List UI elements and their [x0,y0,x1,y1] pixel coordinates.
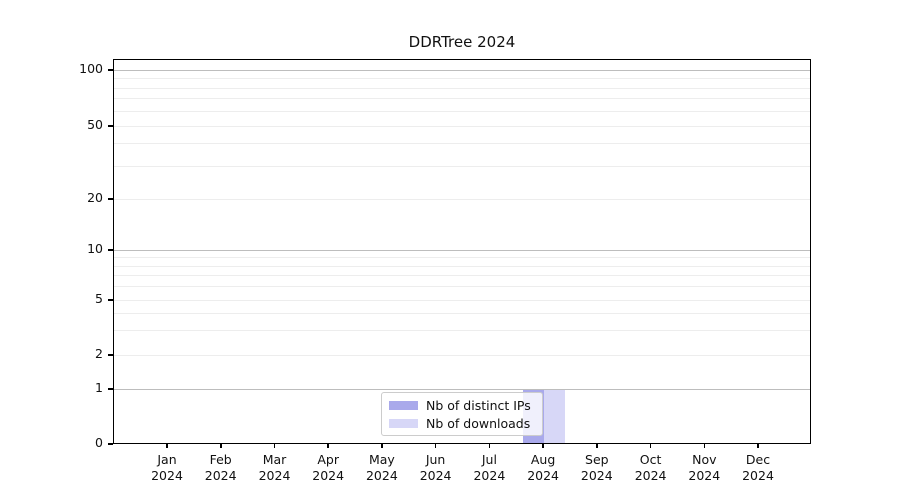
legend: Nb of distinct IPs Nb of downloads [381,392,543,436]
gridline-y-6 [114,286,810,288]
x-tick-mark-nov [703,443,705,448]
y-tick-mark-20 [108,198,113,200]
gridline-y-70 [114,98,810,100]
x-tick-label-mar: Mar 2024 [243,452,307,484]
x-tick-label-jun: Jun 2024 [404,452,468,484]
x-tick-label-oct: Oct 2024 [619,452,683,484]
x-tick-month: Sep [585,452,609,467]
y-tick-mark-0 [108,443,113,445]
legend-row-1: Nb of downloads [389,417,542,430]
x-tick-label-dec: Dec 2024 [726,452,790,484]
y-tick-mark-50 [108,125,113,127]
legend-swatch-downloads [389,418,418,428]
x-tick-year: 2024 [204,468,237,483]
x-tick-month: Feb [209,452,232,467]
gridline-y-90 [114,78,810,79]
gridline-y-40 [114,143,810,145]
x-tick-mark-jan [166,443,168,448]
gridline-y-5 [114,299,810,301]
x-tick-year: 2024 [151,468,183,483]
gridline-y-2 [114,354,810,356]
x-tick-mark-may [381,443,383,448]
x-tick-year: 2024 [742,468,774,483]
x-tick-month: Jan [157,452,177,467]
x-tick-year: 2024 [258,468,291,483]
gridline-y-4 [114,312,810,314]
legend-label-downloads: Nb of downloads [426,415,531,431]
x-tick-mark-aug [542,443,544,448]
gridline-y-9 [114,257,810,259]
x-tick-month: May [368,452,395,467]
y-tick-label-50: 50 [87,117,103,132]
bar-aug-downloads [544,389,566,443]
gridline-y-80 [114,87,810,89]
x-tick-month: Nov [692,452,717,467]
y-tick-mark-5 [108,299,113,301]
y-tick-mark-10 [108,249,113,251]
gridline-y-7 [114,275,810,277]
y-tick-label-10: 10 [87,241,103,256]
x-tick-year: 2024 [527,468,559,483]
gridline-y-50 [114,125,810,127]
x-tick-mark-jun [434,443,437,448]
x-tick-label-jul: Jul 2024 [457,452,521,484]
x-tick-mark-mar [273,443,276,448]
x-tick-label-jan: Jan 2024 [135,452,199,484]
gridline-y-3 [114,330,810,332]
y-tick-label-100: 100 [79,61,103,76]
x-tick-mark-dec [757,443,759,448]
x-tick-year: 2024 [634,468,667,483]
x-tick-year: 2024 [365,468,398,483]
x-tick-month: Jun [425,452,446,467]
y-tick-label-5: 5 [95,291,103,306]
x-tick-year: 2024 [473,468,506,483]
legend-row-0: Nb of distinct IPs [389,399,542,412]
x-tick-label-sep: Sep 2024 [565,452,629,484]
x-tick-month: Dec [745,452,771,467]
y-tick-mark-100 [108,69,113,71]
legend-label-distinct-ips: Nb of distinct IPs [426,397,531,413]
x-tick-mark-jul [488,443,491,448]
x-tick-year: 2024 [419,468,452,483]
x-tick-mark-apr [327,443,329,448]
gridline-y-30 [114,166,810,168]
x-tick-label-nov: Nov 2024 [672,452,736,484]
gridline-y-10 [114,249,810,251]
x-tick-label-aug: Aug 2024 [511,452,575,484]
x-tick-mark-oct [649,443,652,448]
y-tick-mark-2 [108,354,113,356]
gridline-y-60 [114,110,810,112]
x-tick-year: 2024 [312,468,345,483]
x-tick-label-apr: Apr 2024 [296,452,360,484]
x-tick-year: 2024 [688,468,721,483]
y-tick-label-1: 1 [95,380,103,395]
x-tick-label-may: May 2024 [350,452,414,484]
x-tick-year: 2024 [580,468,613,483]
x-tick-month: Aug [530,452,556,467]
chart-title: DDRTree 2024 [408,33,516,51]
gridline-y-20 [114,198,810,200]
legend-swatch-distinct-ips [389,400,418,410]
y-tick-label-0: 0 [95,435,103,450]
x-tick-mark-feb [220,443,222,448]
x-tick-label-feb: Feb 2024 [189,452,253,484]
y-tick-label-20: 20 [87,190,103,205]
gridline-y-8 [114,265,810,267]
x-tick-month: Oct [639,452,662,467]
plot-area: Nb of distinct IPs Nb of downloads [113,59,811,444]
y-tick-label-2: 2 [95,346,103,361]
gridline-y-1 [114,388,810,390]
x-tick-month: Mar [262,452,287,467]
x-tick-month: Jul [481,452,497,467]
x-tick-mark-sep [596,443,598,448]
y-tick-mark-1 [108,388,113,390]
x-tick-month: Apr [317,452,339,467]
gridline-y-100 [114,69,810,71]
